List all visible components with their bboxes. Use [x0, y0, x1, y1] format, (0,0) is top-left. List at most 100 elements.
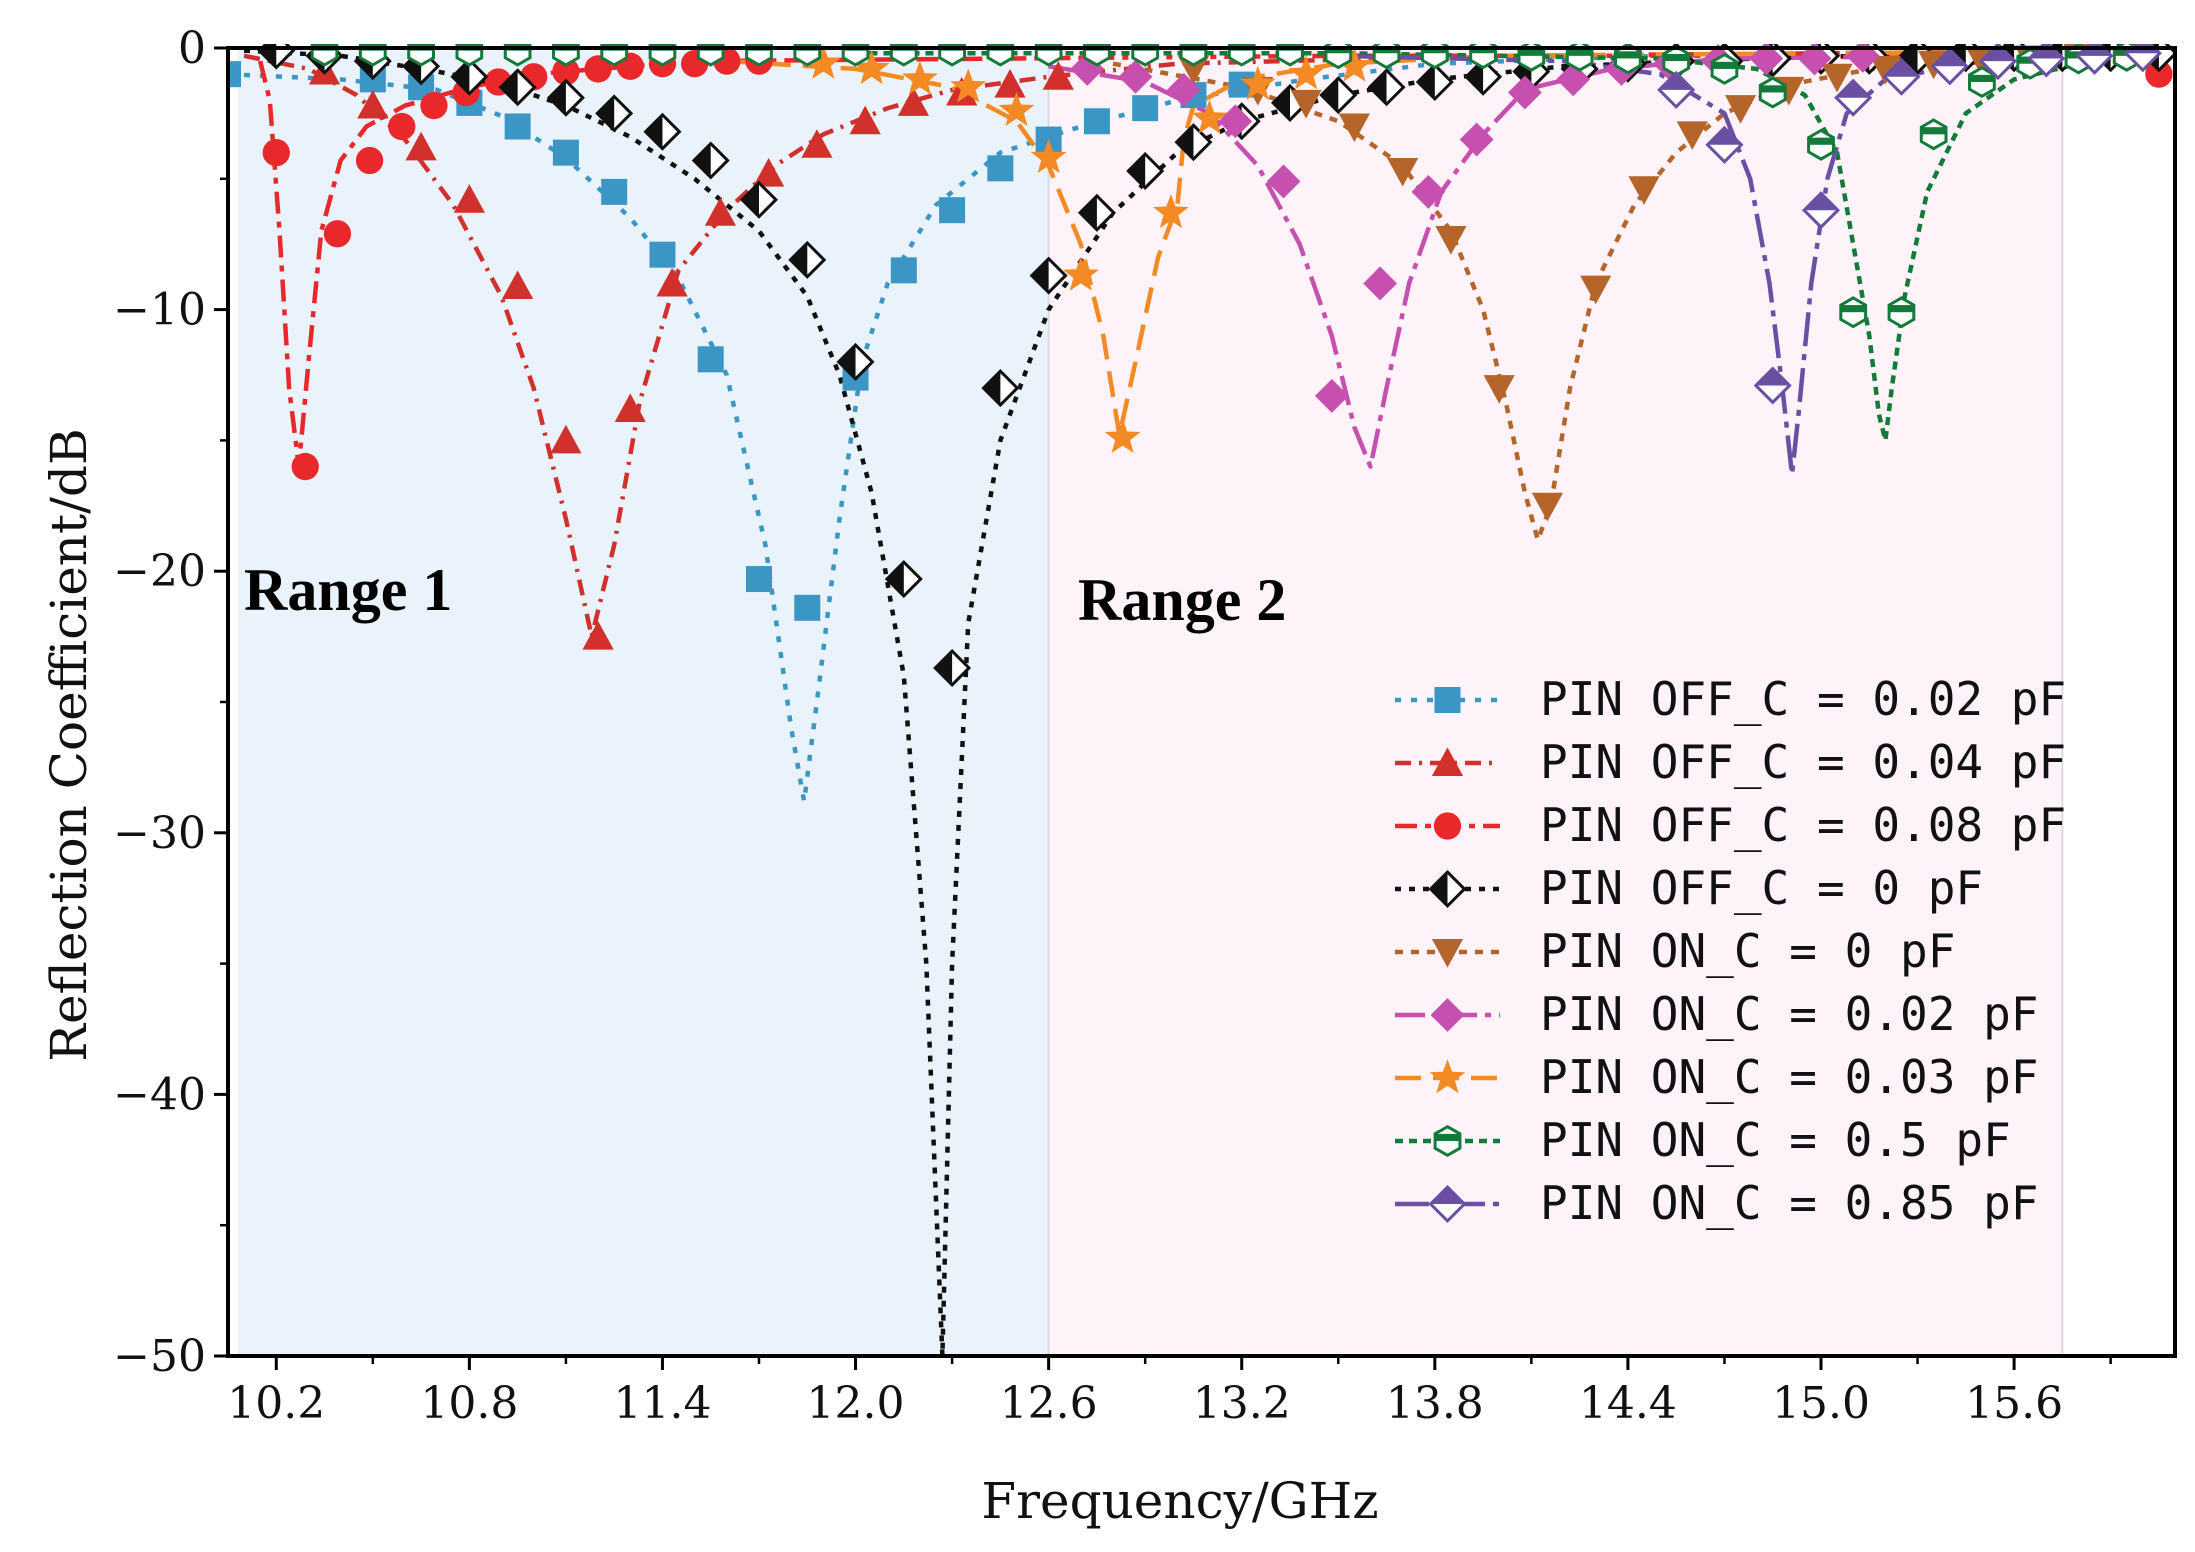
- data-point-pin-off-c-0-02-pf: [794, 594, 821, 621]
- x-tick-label: 12.6: [1000, 1378, 1098, 1429]
- data-point-pin-on-c-0-5-pf: [503, 44, 532, 67]
- data-point-pin-on-c-0-03-pf: [1191, 99, 1228, 134]
- data-point-pin-on-c-0-5-pf: [358, 44, 387, 67]
- data-point-pin-off-c-0-02-pf: [697, 346, 724, 373]
- data-point-pin-on-c-0-02-pf: [1118, 59, 1153, 94]
- data-point-pin-on-c-0-03-pf: [998, 91, 1035, 126]
- data-point-pin-on-c-0-5-pf: [938, 44, 966, 67]
- data-point-pin-off-c-0-04-pf: [849, 105, 881, 135]
- data-point-pin-on-c-0-5-pf: [1887, 296, 1916, 329]
- data-point-pin-on-c-0-5-pf: [1839, 296, 1868, 329]
- data-point-pin-off-c-0-04-pf: [614, 393, 646, 423]
- data-point-pin-off-c-0-04-pf: [753, 157, 785, 187]
- data-point-pin-off-c-0-pf: [1367, 68, 1406, 107]
- legend-label: PIN OFF_C = 0 pF: [1540, 861, 1983, 915]
- y-axis-label: Reflection Coefficient/dB: [40, 428, 98, 1061]
- data-point-pin-on-c-0-pf: [1821, 63, 1853, 93]
- data-point-pin-on-c-0-5-pf: [1227, 44, 1256, 67]
- x-tick-label: 10.2: [227, 1378, 325, 1429]
- data-point-pin-on-c-0-5-pf: [1034, 44, 1063, 67]
- data-point-pin-off-c-0-pf: [546, 78, 585, 117]
- legend-entry-pin-on-c-0-5-pf: PIN ON_C = 0.5 pF: [1395, 1113, 2011, 1167]
- data-point-pin-off-c-0-08-pf: [323, 220, 352, 248]
- data-point-pin-on-c-0-03-pf: [1288, 55, 1324, 90]
- data-point-pin-on-c-0-5-pf: [1420, 44, 1449, 70]
- data-point-pin-on-c-0-5-pf: [793, 44, 822, 67]
- data-point-pin-on-c-0-85-pf: [2027, 44, 2066, 78]
- legend-entry-pin-on-c-0-85-pf: PIN ON_C = 0.85 pF: [1395, 1176, 2039, 1230]
- data-point-pin-off-c-0-02-pf: [1132, 95, 1159, 122]
- axes: 10.2 10.8 11.4 12.0 12.6 13.2 13.8 14.4 15.0 15.6…: [113, 23, 2177, 1429]
- data-point-pin-off-c-0-04-pf: [502, 270, 534, 300]
- data-point-pin-on-c-0-5-pf: [648, 44, 677, 67]
- data-point-pin-on-c-0-pf: [1628, 176, 1660, 205]
- data-point-pin-on-c-0-5-pf: [310, 44, 339, 67]
- legend-entry-pin-on-c-0-03-pf: PIN ON_C = 0.03 pF: [1395, 1050, 2039, 1104]
- data-point-pin-on-c-0-02-pf: [1556, 62, 1591, 97]
- data-point-pin-on-c-0-5-pf: [1614, 44, 1642, 75]
- series-markers-pin-off-c-0-02-pf: [228, 61, 1255, 621]
- legend-label: PIN ON_C = 0.03 pF: [1540, 1050, 2039, 1104]
- data-point-pin-on-c-0-03-pf: [1030, 139, 1067, 174]
- legend-marker: [1434, 687, 1461, 713]
- data-point-pin-on-c-0-02-pf: [1218, 104, 1253, 139]
- series-markers-pin-on-c-0-03-pf: [805, 44, 1373, 453]
- data-point-pin-off-c-0-08-pf: [2145, 60, 2173, 88]
- data-point-pin-off-c-0-02-pf: [649, 241, 676, 268]
- data-point-pin-on-c-0-85-pf: [1801, 191, 1841, 230]
- data-point-pin-off-c-0-pf: [595, 94, 634, 133]
- data-point-pin-off-c-0-02-pf: [552, 139, 579, 166]
- legend-label: PIN ON_C = 0.85 pF: [1540, 1176, 2039, 1230]
- legend-entry-pin-off-c-0-04-pf: PIN OFF_C = 0.04 pF: [1395, 735, 2066, 789]
- data-point-pin-off-c-0-pf: [933, 648, 972, 688]
- data-point-pin-on-c-0-pf: [1869, 55, 1901, 85]
- data-point-pin-on-c-0-03-pf: [853, 50, 890, 85]
- x-tick-label: 11.4: [613, 1378, 711, 1429]
- data-point-pin-on-c-0-02-pf: [1411, 174, 1446, 209]
- series-line-pin-off-c-0-04-pf: [243, 48, 2175, 639]
- data-point-pin-on-c-0-5-pf: [841, 44, 870, 67]
- legend-marker: [1429, 1059, 1466, 1094]
- data-point-pin-on-c-0-5-pf: [696, 44, 725, 67]
- data-point-pin-on-c-0-03-pf: [805, 44, 842, 79]
- x-tick-label: 15.6: [1965, 1378, 2063, 1429]
- x-tick-label: 15.0: [1772, 1378, 1870, 1429]
- data-point-pin-on-c-0-02-pf: [1266, 164, 1301, 199]
- data-point-pin-off-c-0-pf: [1319, 76, 1358, 115]
- data-point-pin-on-c-0-03-pf: [950, 68, 987, 103]
- data-point-pin-on-c-0-5-pf: [1276, 44, 1304, 67]
- data-point-pin-off-c-0-pf: [691, 141, 730, 180]
- data-point-pin-off-c-0-pf: [1464, 57, 1503, 96]
- legend-entry-pin-off-c-0-02-pf: PIN OFF_C = 0.02 pF: [1395, 672, 2066, 726]
- data-point-pin-on-c-0-5-pf: [986, 44, 1015, 67]
- data-point-pin-on-c-0-pf: [1676, 121, 1708, 150]
- data-point-pin-off-c-0-04-pf: [453, 184, 485, 213]
- data-point-pin-off-c-0-pf: [1077, 193, 1116, 232]
- region-1-band: [237, 48, 1049, 1356]
- data-point-pin-on-c-0-pf: [1290, 89, 1322, 119]
- legend-label: PIN ON_C = 0 pF: [1540, 924, 1955, 978]
- data-point-pin-off-c-0-08-pf: [420, 91, 448, 120]
- y-tick-label: −50: [113, 1331, 206, 1382]
- data-point-pin-on-c-0-03-pf: [1062, 256, 1099, 291]
- data-point-pin-off-c-0-pf: [981, 369, 1020, 408]
- data-point-pin-on-c-0-03-pf: [1153, 194, 1189, 229]
- data-point-pin-on-c-0-5-pf: [1565, 44, 1594, 72]
- legend-marker: [1433, 1124, 1462, 1158]
- series-line-pin-on-c-0-02-pf: [1048, 50, 2175, 469]
- data-point-pin-off-c-0-08-pf: [355, 146, 384, 175]
- data-point-pin-off-c-0-pf: [1174, 123, 1213, 162]
- data-point-pin-off-c-0-08-pf: [552, 57, 580, 86]
- data-point-pin-on-c-0-02-pf: [1314, 379, 1349, 413]
- region-labels: Range 1 Range 2: [244, 557, 1286, 633]
- data-point-pin-off-c-0-04-pf: [1042, 61, 1074, 90]
- data-point-pin-on-c-0-5-pf: [889, 44, 918, 67]
- legend-label: PIN OFF_C = 0.04 pF: [1540, 735, 2066, 789]
- data-point-pin-on-c-0-5-pf: [745, 44, 773, 67]
- data-point-pin-on-c-0-5-pf: [1758, 76, 1787, 109]
- legend-entry-pin-off-c-0-08-pf: PIN OFF_C = 0.08 pF: [1395, 798, 2066, 852]
- data-point-pin-on-c-0-5-pf: [1710, 52, 1739, 85]
- data-point-pin-off-c-0-02-pf: [601, 178, 628, 205]
- region-2-band: [1048, 48, 2063, 1356]
- data-point-pin-on-c-0-pf: [1483, 375, 1515, 404]
